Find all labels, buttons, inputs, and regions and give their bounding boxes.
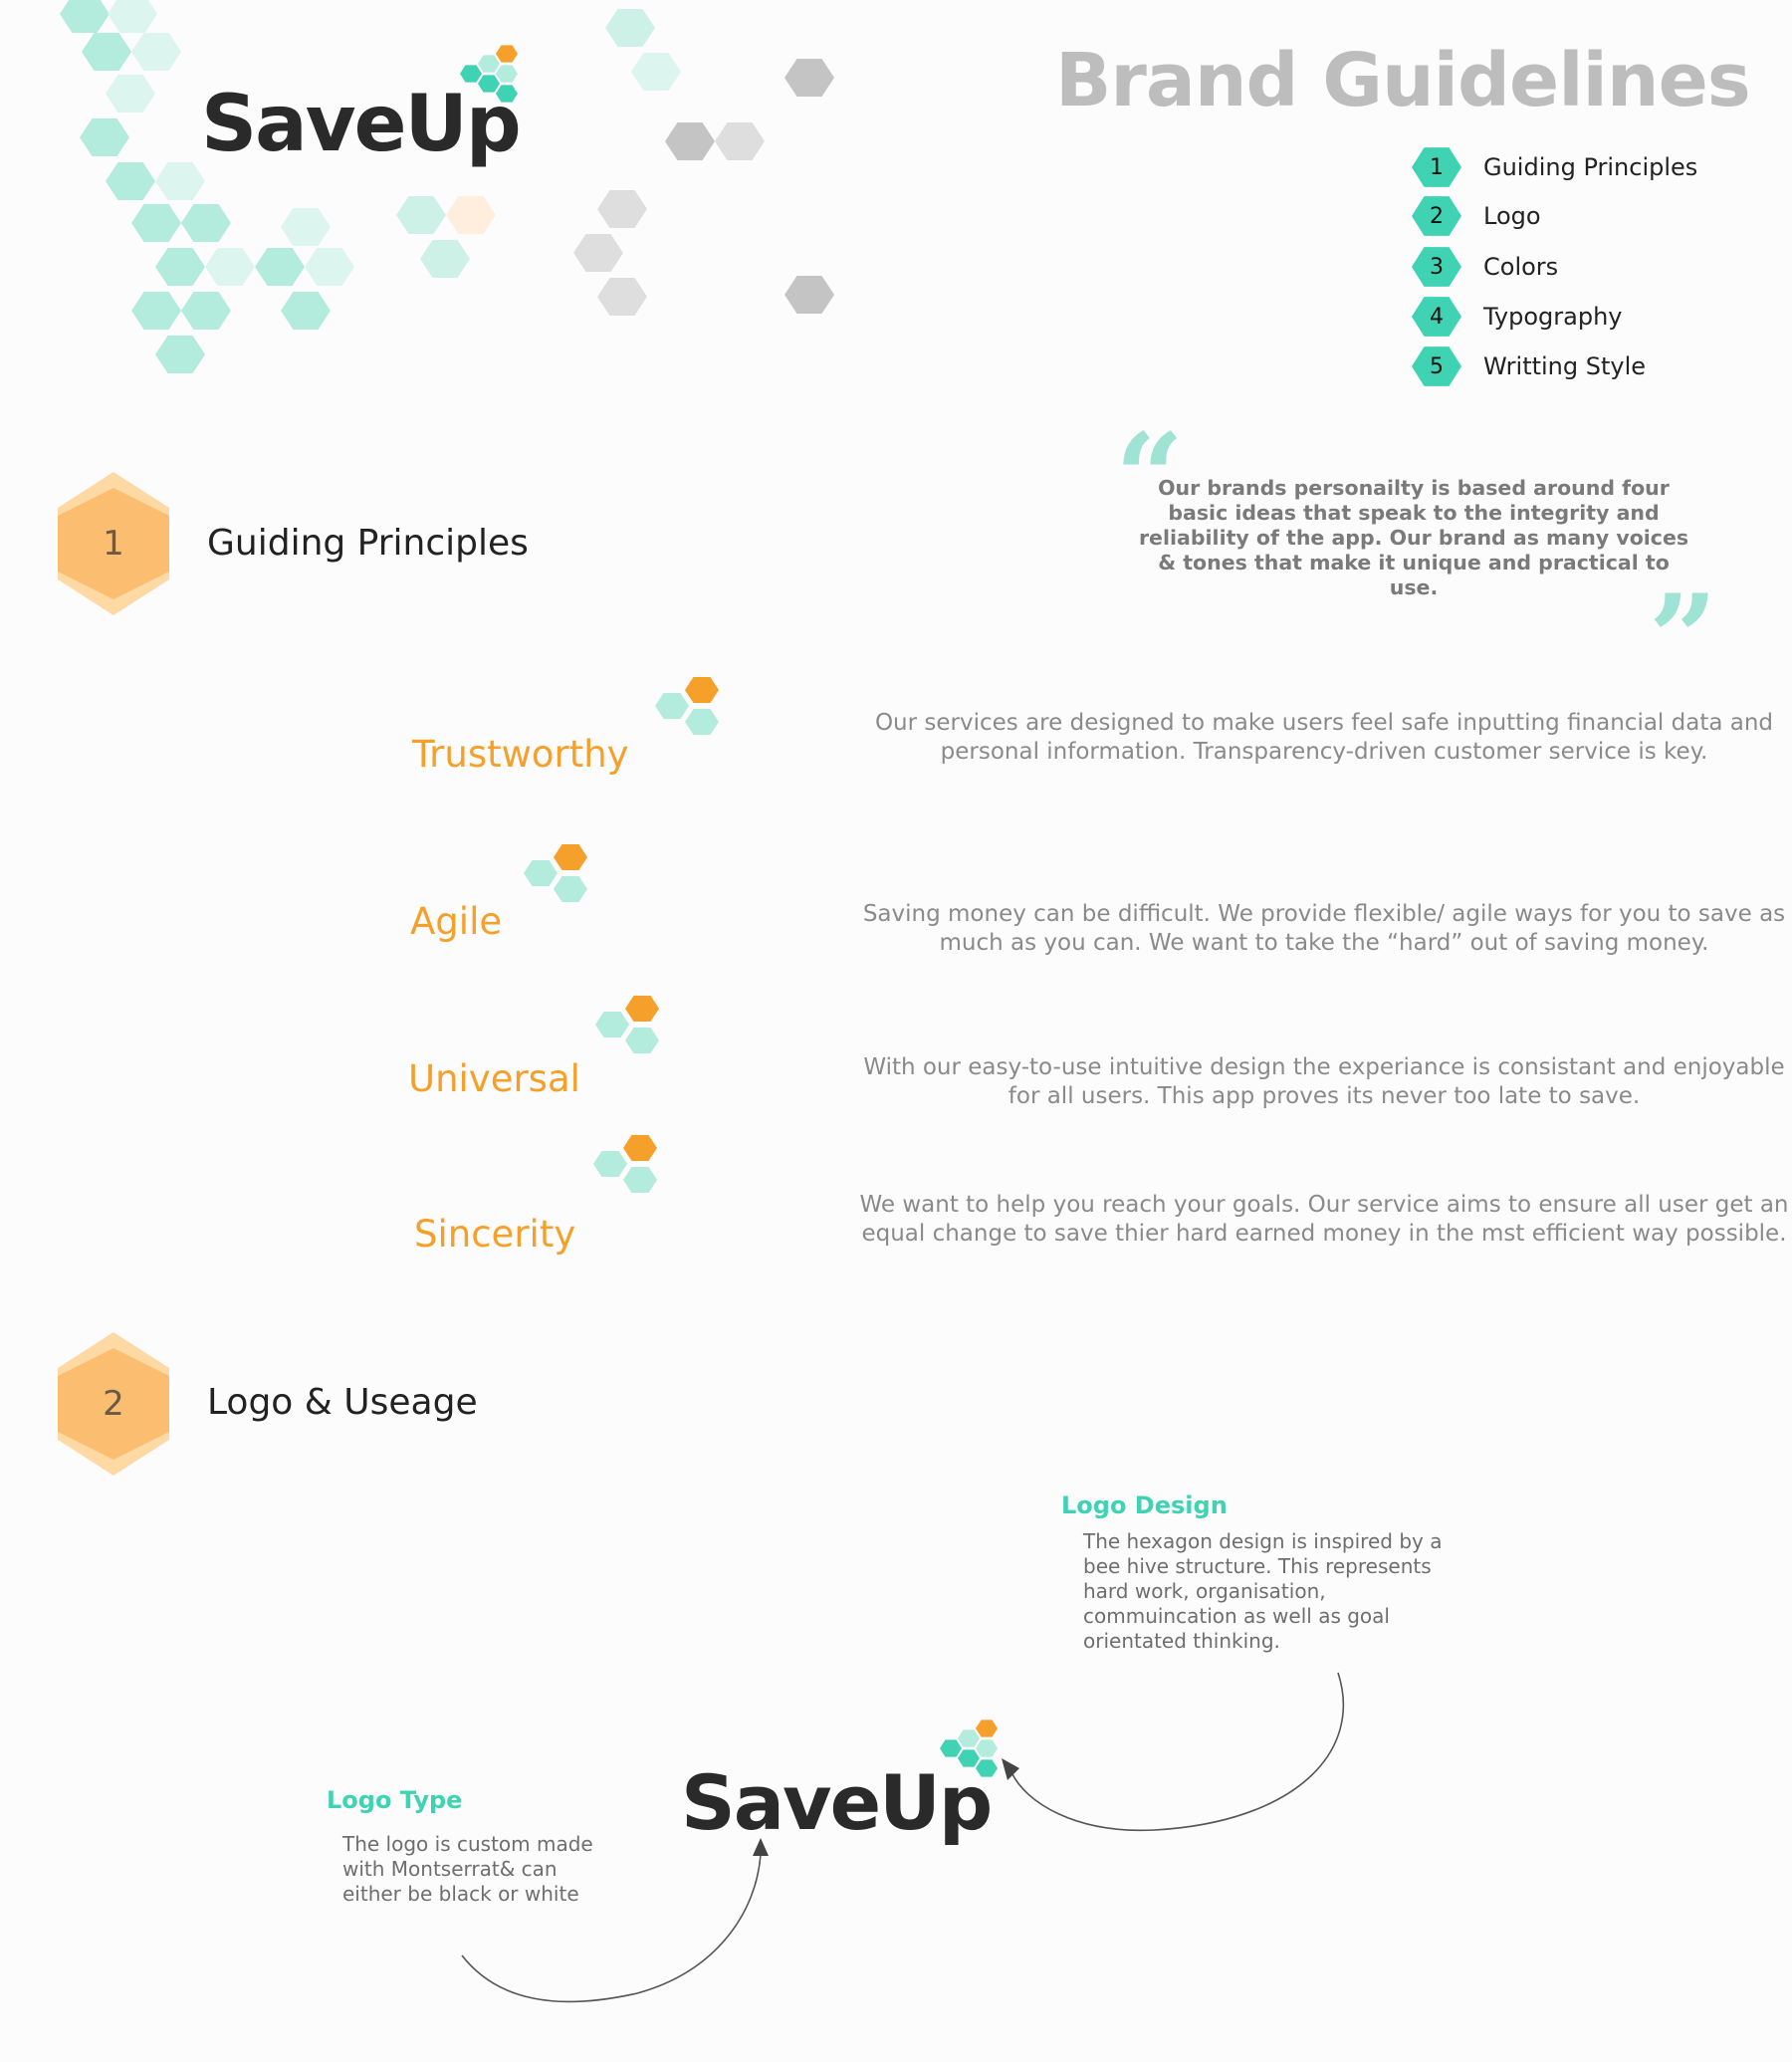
section-number-badge: 2: [58, 1332, 169, 1476]
toc-item-colors[interactable]: 3 Colors: [1412, 242, 1558, 292]
logo-design-label: Logo Design: [1061, 1491, 1228, 1519]
principle-description: We want to help you reach your goals. Ou…: [859, 1192, 1789, 1247]
toc-number-badge: 3: [1412, 244, 1461, 290]
arrowhead-icon: [1002, 1758, 1019, 1780]
principle-title: Agile: [410, 900, 503, 943]
toc-number-badge: 1: [1412, 144, 1461, 190]
principle-title: Universal: [408, 1057, 580, 1100]
logo-design-description: The hexagon design is inspired by a bee …: [1083, 1529, 1443, 1653]
toc-item-label: Colors: [1483, 253, 1559, 281]
toc-item-logo[interactable]: 2 Logo: [1412, 191, 1541, 241]
page-title: Brand Guidelines: [1055, 38, 1751, 123]
close-quote-icon: ”: [1649, 569, 1718, 709]
toc-item-label: Writting Style: [1483, 352, 1647, 380]
toc-item-label: Guiding Principles: [1483, 153, 1698, 181]
section-number-badge: 1: [58, 472, 169, 615]
toc-number-badge: 2: [1412, 193, 1461, 239]
principle-description: Our services are designed to make users …: [874, 710, 1774, 765]
logo-type-label: Logo Type: [327, 1786, 463, 1814]
logo-wordmark-center: SaveUp: [681, 1758, 993, 1847]
principle-title: Trustworthy: [412, 733, 629, 776]
toc-item-guiding-principles[interactable]: 1 Guiding Principles: [1412, 142, 1697, 192]
principle-title: Sincerity: [414, 1213, 576, 1256]
section-title: Logo & Useage: [207, 1382, 478, 1423]
toc-item-writing-style[interactable]: 5 Writting Style: [1412, 342, 1646, 391]
toc-number-badge: 5: [1412, 344, 1461, 389]
logo-design-arrow: [1010, 1672, 1344, 1832]
logo-type-description: The logo is custom made with Montserrat&…: [342, 1832, 593, 1906]
toc-item-label: Typography: [1483, 303, 1623, 331]
logo-type-arrow: [461, 1853, 762, 2003]
arrowhead-icon: [753, 1838, 769, 1856]
section-title: Guiding Principles: [207, 523, 529, 564]
principle-description: Saving money can be difficult. We provid…: [862, 901, 1786, 956]
principle-description: With our easy-to-use intuitive design th…: [863, 1054, 1785, 1109]
open-quote-icon: “: [1115, 407, 1185, 548]
toc-item-label: Logo: [1483, 202, 1541, 230]
brand-personality-quote: Our brands personailty is based around f…: [1138, 476, 1689, 599]
toc-number-badge: 4: [1412, 294, 1461, 340]
toc-item-typography[interactable]: 4 Typography: [1412, 292, 1623, 342]
brand-logo-wordmark: SaveUp: [201, 80, 522, 169]
